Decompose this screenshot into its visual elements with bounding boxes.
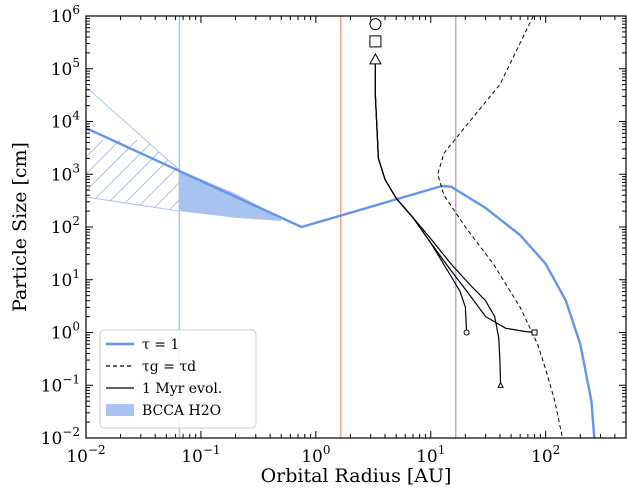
x-tick-label: 102 xyxy=(531,443,560,467)
bcca-hatch-line xyxy=(262,140,562,440)
x-tick-label: 100 xyxy=(301,443,330,467)
legend-label: τ = 1 xyxy=(142,337,179,353)
y-tick-label: 10−2 xyxy=(41,425,80,449)
track-end-marker-circle xyxy=(463,329,470,336)
y-axis: 10−2 10−1 100 101 102 103 104 105 106 xyxy=(41,3,626,449)
legend: τ = 1 τg = τd 1 Myr evol. BCCA H2O xyxy=(99,329,257,429)
legend-patch xyxy=(106,404,134,416)
track-start-marker-square xyxy=(369,35,382,48)
evolution-track-1 xyxy=(374,59,468,333)
y-axis-label: Particle Size [cm] xyxy=(9,142,31,312)
x-tick-label: 10−2 xyxy=(66,443,105,467)
bcca-hatch-line xyxy=(86,139,172,212)
x-tick-label: 101 xyxy=(416,443,445,467)
x-axis: 10−2 10−1 100 101 102 xyxy=(66,16,627,467)
y-tick-label: 106 xyxy=(51,3,80,27)
y-tick-label: 105 xyxy=(51,56,80,80)
tau-g-equals-tau-d-line xyxy=(437,16,563,438)
bcca-hatch-line xyxy=(86,139,180,212)
bcca-hatch-line xyxy=(228,140,528,440)
y-tick-label: 10−1 xyxy=(41,372,80,396)
legend-label: BCCA H2O xyxy=(142,403,221,419)
x-axis-label: Orbital Radius [AU] xyxy=(261,465,452,487)
track-end-marker-square xyxy=(531,329,538,336)
y-tick-label: 104 xyxy=(51,109,81,133)
y-tick-label: 102 xyxy=(51,214,80,238)
x-tick-label: 10−1 xyxy=(181,443,220,467)
y-tick-label: 100 xyxy=(51,320,80,344)
plot-area xyxy=(86,16,627,440)
legend-box xyxy=(99,329,257,429)
track-start-marker-triangle xyxy=(369,52,382,65)
bcca-hatch-line xyxy=(86,139,180,212)
track-end-marker-triangle xyxy=(497,381,504,388)
bcca-hatch-line xyxy=(245,140,545,440)
track-start-marker-circle xyxy=(369,18,382,31)
evolution-track-3 xyxy=(374,59,502,386)
bcca-hatch-lines xyxy=(86,139,627,440)
legend-label: τg = τd xyxy=(142,359,196,375)
tau-one-line xyxy=(86,127,596,438)
bcca-hatch-line xyxy=(313,140,613,440)
y-tick-label: 101 xyxy=(51,267,80,291)
bcca-hatch-line xyxy=(364,140,627,440)
bcca-hatch-line xyxy=(330,140,627,440)
bcca-hatch-line xyxy=(86,139,155,212)
legend-label: 1 Myr evol. xyxy=(142,381,222,397)
bcca-hatch-line xyxy=(279,140,579,440)
y-tick-label: 103 xyxy=(51,161,80,185)
bcca-hatch-line xyxy=(86,139,180,212)
